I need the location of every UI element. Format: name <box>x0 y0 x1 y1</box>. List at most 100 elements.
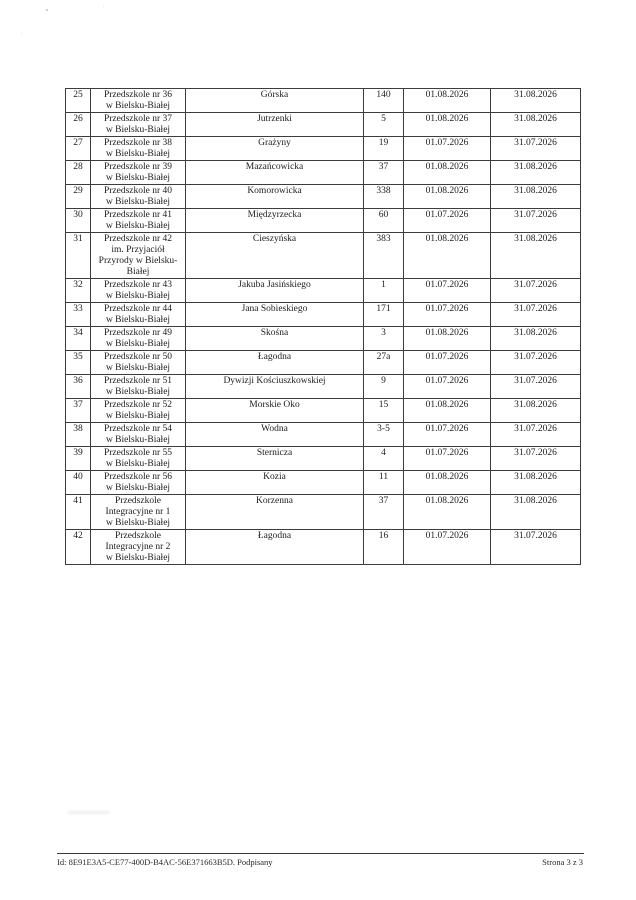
row-number-cell: 40 <box>65 470 91 495</box>
preschool-name-cell: Przedszkole nr 42 im. Przyjaciół Przyrod… <box>90 232 186 279</box>
row-number-cell: 32 <box>65 278 91 303</box>
date-from-cell: 01.07.2026 <box>403 302 491 327</box>
table-row: 35 Przedszkole nr 50 w Bielsku-Białej Ła… <box>65 350 581 375</box>
row-number-cell: 25 <box>65 88 91 113</box>
street-cell: Międzyrzecka <box>185 208 364 233</box>
row-number-cell: 29 <box>65 184 91 209</box>
row-number-cell: 37 <box>65 398 91 423</box>
date-to-cell: 31.08.2026 <box>490 88 581 113</box>
date-to-cell: 31.07.2026 <box>490 374 581 399</box>
date-to-cell: 31.07.2026 <box>490 350 581 375</box>
house-number-cell: 15 <box>363 398 404 423</box>
street-cell: Sternicza <box>185 446 364 471</box>
row-number-cell: 38 <box>65 422 91 447</box>
house-number-cell: 3 <box>363 326 404 351</box>
preschool-table-body: 25 Przedszkole nr 36 w Bielsku-Białej Gó… <box>65 88 581 565</box>
house-number-cell: 4 <box>363 446 404 471</box>
house-number-cell: 60 <box>363 208 404 233</box>
date-to-cell: 31.07.2026 <box>490 529 581 565</box>
row-number-cell: 41 <box>65 494 91 530</box>
date-from-cell: 01.08.2026 <box>403 494 491 530</box>
date-from-cell: 01.08.2026 <box>403 232 491 279</box>
table-row: 41 Przedszkole Integracyjne nr 1 w Biels… <box>65 494 581 530</box>
street-cell: Jana Sobieskiego <box>185 302 364 327</box>
street-cell: Kozia <box>185 470 364 495</box>
scan-artifact <box>68 811 110 814</box>
table-row: 25 Przedszkole nr 36 w Bielsku-Białej Gó… <box>65 88 581 113</box>
scan-artifact <box>21 33 22 34</box>
street-cell: Cieszyńska <box>185 232 364 279</box>
row-number-cell: 33 <box>65 302 91 327</box>
street-cell: Łagodna <box>185 350 364 375</box>
preschool-name-cell: Przedszkole nr 43 w Bielsku-Białej <box>90 278 186 303</box>
footer-divider <box>57 853 584 854</box>
street-cell: Korzenna <box>185 494 364 530</box>
house-number-cell: 1 <box>363 278 404 303</box>
date-to-cell: 31.08.2026 <box>490 326 581 351</box>
preschool-name-cell: Przedszkole nr 56 w Bielsku-Białej <box>90 470 186 495</box>
street-cell: Jutrzenki <box>185 112 364 137</box>
preschool-name-cell: Przedszkole nr 50 w Bielsku-Białej <box>90 350 186 375</box>
row-number-cell: 31 <box>65 232 91 279</box>
table-row: 37 Przedszkole nr 52 w Bielsku-Białej Mo… <box>65 398 581 423</box>
street-cell: Wodna <box>185 422 364 447</box>
date-to-cell: 31.07.2026 <box>490 208 581 233</box>
street-cell: Dywizji Kościuszkowskiej <box>185 374 364 399</box>
street-cell: Komorowicka <box>185 184 364 209</box>
preschool-name-cell: Przedszkole Integracyjne nr 1 w Bielsku-… <box>90 494 186 530</box>
street-cell: Łagodna <box>185 529 364 565</box>
house-number-cell: 37 <box>363 494 404 530</box>
table-row: 28 Przedszkole nr 39 w Bielsku-Białej Ma… <box>65 160 581 185</box>
date-from-cell: 01.07.2026 <box>403 350 491 375</box>
preschool-name-cell: Przedszkole nr 54 w Bielsku-Białej <box>90 422 186 447</box>
row-number-cell: 30 <box>65 208 91 233</box>
date-from-cell: 01.08.2026 <box>403 470 491 495</box>
street-cell: Jakuba Jasińskiego <box>185 278 364 303</box>
table-row: 32 Przedszkole nr 43 w Bielsku-Białej Ja… <box>65 278 581 303</box>
table-row: 40 Przedszkole nr 56 w Bielsku-Białej Ko… <box>65 470 581 495</box>
table-row: 39 Przedszkole nr 55 w Bielsku-Białej St… <box>65 446 581 471</box>
scan-artifact <box>103 6 104 7</box>
table-row: 38 Przedszkole nr 54 w Bielsku-Białej Wo… <box>65 422 581 447</box>
row-number-cell: 39 <box>65 446 91 471</box>
table-row: 31 Przedszkole nr 42 im. Przyjaciół Przy… <box>65 232 581 279</box>
date-to-cell: 31.08.2026 <box>490 184 581 209</box>
date-to-cell: 31.08.2026 <box>490 112 581 137</box>
house-number-cell: 338 <box>363 184 404 209</box>
house-number-cell: 5 <box>363 112 404 137</box>
preschool-name-cell: Przedszkole nr 52 w Bielsku-Białej <box>90 398 186 423</box>
street-cell: Skośna <box>185 326 364 351</box>
row-number-cell: 34 <box>65 326 91 351</box>
date-from-cell: 01.07.2026 <box>403 446 491 471</box>
table-row: 27 Przedszkole nr 38 w Bielsku-Białej Gr… <box>65 136 581 161</box>
row-number-cell: 27 <box>65 136 91 161</box>
date-from-cell: 01.08.2026 <box>403 112 491 137</box>
date-to-cell: 31.08.2026 <box>490 398 581 423</box>
table-row: 36 Przedszkole nr 51 w Bielsku-Białej Dy… <box>65 374 581 399</box>
preschool-name-cell: Przedszkole nr 36 w Bielsku-Białej <box>90 88 186 113</box>
date-to-cell: 31.07.2026 <box>490 446 581 471</box>
row-number-cell: 42 <box>65 529 91 565</box>
row-number-cell: 26 <box>65 112 91 137</box>
preschool-name-cell: Przedszkole nr 39 w Bielsku-Białej <box>90 160 186 185</box>
date-to-cell: 31.07.2026 <box>490 278 581 303</box>
date-to-cell: 31.08.2026 <box>490 470 581 495</box>
row-number-cell: 36 <box>65 374 91 399</box>
table-row: 42 Przedszkole Integracyjne nr 2 w Biels… <box>65 529 581 565</box>
date-from-cell: 01.07.2026 <box>403 136 491 161</box>
preschool-name-cell: Przedszkole nr 51 w Bielsku-Białej <box>90 374 186 399</box>
table-row: 34 Przedszkole nr 49 w Bielsku-Białej Sk… <box>65 326 581 351</box>
table-row: 29 Przedszkole nr 40 w Bielsku-Białej Ko… <box>65 184 581 209</box>
date-from-cell: 01.07.2026 <box>403 208 491 233</box>
house-number-cell: 11 <box>363 470 404 495</box>
scan-artifact <box>46 9 48 11</box>
table-row: 33 Przedszkole nr 44 w Bielsku-Białej Ja… <box>65 302 581 327</box>
preschool-name-cell: Przedszkole Integracyjne nr 2 w Bielsku-… <box>90 529 186 565</box>
row-number-cell: 35 <box>65 350 91 375</box>
street-cell: Górska <box>185 88 364 113</box>
date-to-cell: 31.08.2026 <box>490 494 581 530</box>
table-row: 26 Przedszkole nr 37 w Bielsku-Białej Ju… <box>65 112 581 137</box>
preschool-name-cell: Przedszkole nr 44 w Bielsku-Białej <box>90 302 186 327</box>
date-from-cell: 01.08.2026 <box>403 184 491 209</box>
house-number-cell: 37 <box>363 160 404 185</box>
